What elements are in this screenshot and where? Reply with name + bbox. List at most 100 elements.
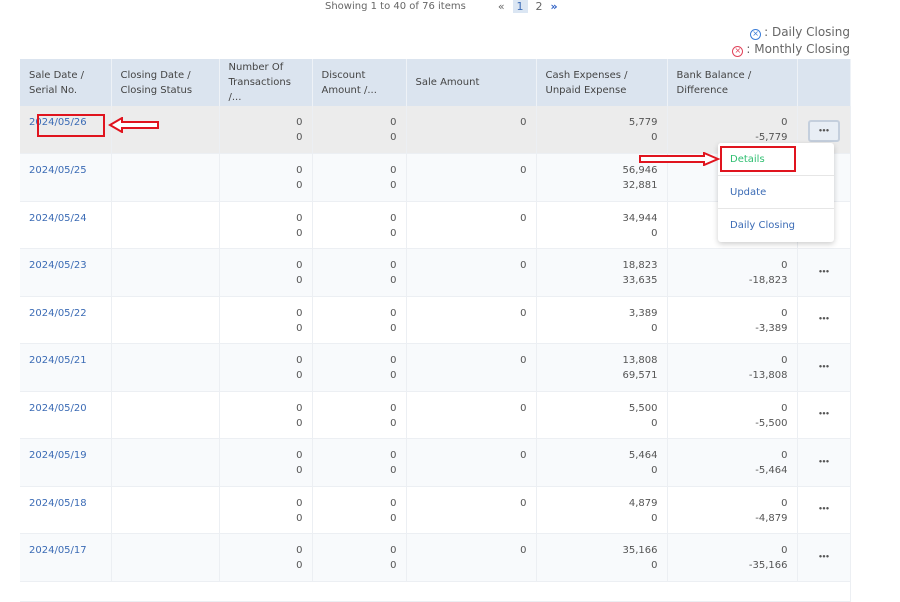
more-horizontal-icon[interactable]: ••• <box>818 457 829 466</box>
next-page-button[interactable]: » <box>550 0 558 13</box>
closing-status-cell <box>111 438 220 487</box>
transactions-secondary-value: 0 <box>296 512 303 524</box>
column-header[interactable]: Closing Date / Closing Status <box>111 59 220 106</box>
column-header[interactable]: Number Of Transactions /... <box>219 59 313 106</box>
discount-secondary-value: 0 <box>390 227 397 239</box>
transactions-secondary-value: 0 <box>296 417 303 429</box>
closing-status-cell <box>111 391 220 439</box>
cash-expenses-secondary-value: 32,881 <box>622 180 658 191</box>
sale-date-link[interactable]: 2024/05/18 <box>29 497 87 509</box>
sale-date-link[interactable]: 2024/05/17 <box>29 545 87 556</box>
page-2-button[interactable]: 2 <box>535 0 543 13</box>
closing-legend: ×: Daily Closing ×: Monthly Closing <box>732 24 850 58</box>
sale-date-cell: 2024/05/21 <box>20 343 112 392</box>
column-header[interactable]: Sale Amount <box>406 59 537 106</box>
sale-date-link[interactable]: 2024/05/24 <box>29 212 87 224</box>
bank-balance-value: 0 <box>781 260 788 271</box>
page-1-button[interactable]: 1 <box>512 0 528 13</box>
bank-balance-secondary-value: -3,389 <box>755 322 788 334</box>
column-header[interactable]: Bank Balance / Difference <box>667 59 798 106</box>
discount-value: 0 <box>390 450 397 461</box>
bank-balance-value: 0 <box>781 355 788 366</box>
sale-date-link[interactable]: 2024/05/23 <box>29 260 87 271</box>
sale-date-cell: 2024/05/26 <box>20 106 112 154</box>
bank-balance-cell: 0 -13,808 <box>667 343 798 392</box>
bank-balance-secondary-value: -35,166 <box>748 560 788 571</box>
transactions-value: 0 <box>296 165 303 176</box>
sale-amount-cell: 0 <box>406 533 537 582</box>
discount-secondary-value: 0 <box>390 465 397 476</box>
transactions-value: 0 <box>296 117 303 128</box>
sale-date-cell: 2024/05/18 <box>20 486 112 534</box>
menu-item-details[interactable]: Details <box>718 143 834 176</box>
table-row <box>20 581 851 602</box>
bank-balance-secondary-value: -13,808 <box>748 370 788 381</box>
more-horizontal-icon[interactable]: ••• <box>818 552 829 561</box>
actions-cell: ••• <box>797 248 851 297</box>
bank-balance-secondary-value: -4,879 <box>755 512 788 524</box>
sale-amount-cell: 0 <box>406 486 537 534</box>
bank-balance-secondary-value: -5,500 <box>755 417 788 429</box>
more-horizontal-icon[interactable]: ••• <box>818 362 829 371</box>
more-horizontal-icon[interactable]: ••• <box>818 505 829 514</box>
more-horizontal-icon[interactable]: ••• <box>818 267 829 276</box>
transactions-secondary-value: 0 <box>296 180 303 191</box>
daily-closing-label: : Daily Closing <box>764 25 850 39</box>
column-header[interactable]: Sale Date / Serial No. <box>20 59 112 106</box>
column-header[interactable] <box>797 59 851 106</box>
transactions-value: 0 <box>296 307 303 319</box>
cash-expenses-value: 5,779 <box>628 117 658 128</box>
cash-expenses-secondary-value: 33,635 <box>622 275 658 286</box>
cash-expenses-secondary-value: 0 <box>651 512 658 524</box>
discount-value: 0 <box>390 117 397 128</box>
prev-page-button[interactable]: « <box>497 0 505 13</box>
sale-date-link[interactable]: 2024/05/19 <box>29 450 87 461</box>
more-horizontal-icon[interactable]: ••• <box>807 120 840 142</box>
sale-date-link[interactable]: 2024/05/20 <box>29 402 87 414</box>
cash-expenses-cell: 18,823 33,635 <box>536 248 668 297</box>
cash-expenses-secondary-value: 0 <box>651 560 658 571</box>
more-horizontal-icon[interactable]: ••• <box>818 315 829 324</box>
discount-value: 0 <box>390 545 397 556</box>
more-horizontal-icon[interactable]: ••• <box>818 410 829 419</box>
transactions-value: 0 <box>296 497 303 509</box>
transactions-value: 0 <box>296 212 303 224</box>
discount-secondary-value: 0 <box>390 322 397 334</box>
discount-value: 0 <box>390 402 397 414</box>
monthly-closing-label: : Monthly Closing <box>746 42 850 56</box>
menu-item-daily-closing[interactable]: Daily Closing <box>730 220 796 231</box>
sale-amount-cell: 0 <box>406 438 537 487</box>
column-header[interactable]: Discount Amount /... <box>312 59 407 106</box>
cash-expenses-cell: 5,779 0 <box>536 106 668 154</box>
sale-date-link[interactable]: 2024/05/21 <box>29 355 87 366</box>
cash-expenses-cell: 5,500 0 <box>536 391 668 439</box>
closing-status-cell <box>111 248 220 297</box>
cash-expenses-value: 34,944 <box>622 212 658 224</box>
cash-expenses-secondary-value: 0 <box>651 132 658 143</box>
discount-value: 0 <box>390 165 397 176</box>
menu-item-update[interactable]: Update <box>718 176 834 209</box>
discount-value: 0 <box>390 497 397 509</box>
column-header[interactable]: Cash Expenses / Unpaid Expense <box>536 59 668 106</box>
sale-date-cell: 2024/05/22 <box>20 296 112 344</box>
sale-date-link[interactable]: 2024/05/26 <box>29 117 87 128</box>
sale-date-link[interactable]: 2024/05/25 <box>29 165 87 176</box>
cash-expenses-secondary-value: 69,571 <box>622 370 658 381</box>
transactions-secondary-value: 0 <box>296 275 303 286</box>
cash-expenses-cell: 34,944 0 <box>536 201 668 249</box>
actions-cell: ••• <box>797 533 851 582</box>
sale-date-link[interactable]: 2024/05/22 <box>29 307 87 319</box>
